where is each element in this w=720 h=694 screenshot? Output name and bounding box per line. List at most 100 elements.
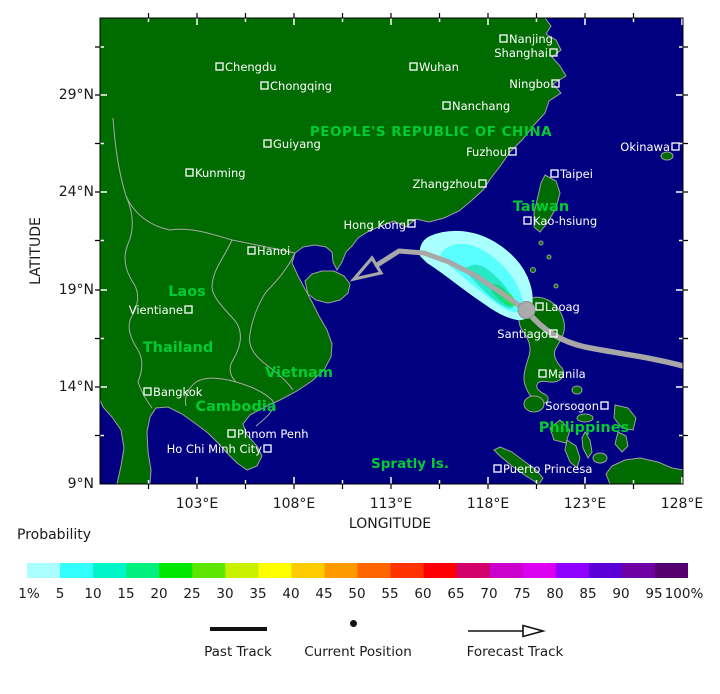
colorbar-seg (588, 563, 623, 578)
city-marker-ningbo (551, 79, 560, 88)
island-hainan (304, 270, 351, 304)
region-label-cambodia: Cambodia (195, 399, 276, 415)
city-marker-taipei (550, 169, 559, 178)
lat-tick-9n: 9°N (67, 476, 94, 492)
colorbar-seg (654, 563, 688, 578)
colorbar-seg (93, 563, 127, 578)
lon-tick-118e: 118°E (466, 496, 510, 512)
city-label-manila: Manila (548, 367, 586, 381)
lat-tick-24n: 24°N (58, 184, 94, 200)
city-marker-chongqing (260, 81, 269, 90)
city-label-sorsogon: Sorsogon (545, 399, 599, 413)
city-marker-hanoi (247, 246, 256, 255)
lon-tick-123e: 123°E (563, 496, 607, 512)
colorbar-seg (522, 563, 557, 578)
colorbar-seg (357, 563, 392, 578)
colorbar-tick: 10 (84, 586, 102, 602)
city-label-hongkong: Hong Kong (343, 218, 406, 232)
region-label-thailand: Thailand (143, 340, 213, 356)
colorbar-tick: 25 (183, 586, 201, 602)
city-label-vientiane: Vientiane (129, 303, 183, 317)
colorbar-tick: 5 (55, 586, 65, 602)
colorbar-seg (324, 563, 359, 578)
colorbar-tick: 50 (348, 586, 366, 602)
current-position-label: Current Position (304, 644, 412, 660)
island-masbate (576, 413, 594, 423)
colorbar-tick: 65 (447, 586, 465, 602)
colorbar-tick: 95 (645, 586, 663, 602)
city-marker-fuzhou (508, 147, 517, 156)
current-position-marker (517, 301, 536, 319)
colorbar-seg (258, 563, 292, 578)
colorbar-tick: 80 (546, 586, 564, 602)
city-label-nanchang: Nanchang (452, 99, 510, 113)
inner-ticks (100, 18, 683, 484)
y-axis-title: LATITUDE (28, 217, 44, 285)
colorbar-seg (390, 563, 425, 578)
colorbar-tick: 90 (612, 586, 630, 602)
city-label-hanoi: Hanoi (257, 244, 290, 258)
island-luzon (518, 296, 565, 404)
island-taiwan (533, 174, 561, 233)
city-label-chongqing: Chongqing (270, 79, 332, 93)
island-samar (613, 404, 637, 431)
outer-ticks (95, 13, 688, 489)
lat-tick-29n: 29°N (58, 87, 94, 103)
colorbar-tick: 70 (480, 586, 498, 602)
forecast-arrowhead-icon (349, 255, 384, 282)
colorbar-tick: 40 (282, 586, 300, 602)
region-label-philippines: Philippines (539, 420, 629, 436)
island-mindanao (605, 457, 683, 484)
island-cebu (581, 430, 593, 459)
city-label-laoag: Laoag (545, 300, 580, 314)
island-okinawa (660, 151, 674, 161)
region-label-vietnam: Vietnam (265, 365, 333, 381)
city-marker-bangkok (143, 387, 152, 396)
city-label-wuhan: Wuhan (419, 60, 459, 74)
city-marker-puertoprincesa (493, 464, 502, 473)
colorbar-seg (126, 563, 160, 578)
city-marker-phnompenh (227, 429, 236, 438)
current-position-icon (350, 620, 357, 627)
colorbar-tick: 55 (381, 586, 399, 602)
colorbar-tick: 15 (117, 586, 135, 602)
city-marker-guiyang (263, 139, 272, 148)
city-label-zhangzhou: Zhangzhou (413, 177, 477, 191)
region-label-spratly: Spratly Is. (371, 456, 449, 472)
colorbar-seg (159, 563, 193, 578)
region-labels: PEOPLE'S REPUBLIC OF CHINA Taiwan Laos T… (143, 124, 629, 472)
city-marker-shanghai (549, 48, 558, 57)
city-marker-okinawa (671, 142, 680, 151)
city-label-ningbo: Ningbo (509, 77, 550, 91)
city-label-shanghai: Shanghai (494, 46, 548, 60)
past-track-label: Past Track (204, 644, 272, 660)
island-palawan (493, 446, 544, 484)
x-axis-title: LONGITUDE (348, 516, 432, 532)
city-marker-laoag (535, 302, 544, 311)
city-marker-hochiminh (263, 444, 272, 453)
colorbar-title: Probability (17, 527, 92, 543)
city-marker-zhangzhou (478, 179, 487, 188)
colorbar-tick: 30 (216, 586, 234, 602)
city-marker-kaohsiung (523, 216, 532, 225)
city-label-okinawa: Okinawa (620, 140, 670, 154)
city-label-chengdu: Chengdu (225, 60, 277, 74)
city-marker-nanchang (442, 101, 451, 110)
city-label-nanjing: Nanjing (509, 32, 553, 46)
city-labels: Chengdu Chongqing Wuhan Nanjing Shanghai… (129, 32, 680, 476)
colorbar-tick: 85 (579, 586, 597, 602)
islands (304, 151, 683, 484)
city-marker-sorsogon (600, 401, 609, 410)
colorbar-tick: 20 (150, 586, 168, 602)
region-label-taiwan: Taiwan (513, 199, 569, 215)
island-leyte (614, 431, 629, 453)
city-label-fuzhou: Fuzhou (466, 145, 507, 159)
colorbar-seg (27, 563, 61, 578)
lat-tick-14n: 14°N (58, 379, 94, 395)
island-negros (564, 439, 581, 469)
city-marker-santiago (549, 329, 558, 338)
colorbar-tick: 100% (664, 586, 704, 602)
city-label-puertoprincesa: Puerto Princesa (503, 462, 592, 476)
city-marker-manila (538, 369, 547, 378)
